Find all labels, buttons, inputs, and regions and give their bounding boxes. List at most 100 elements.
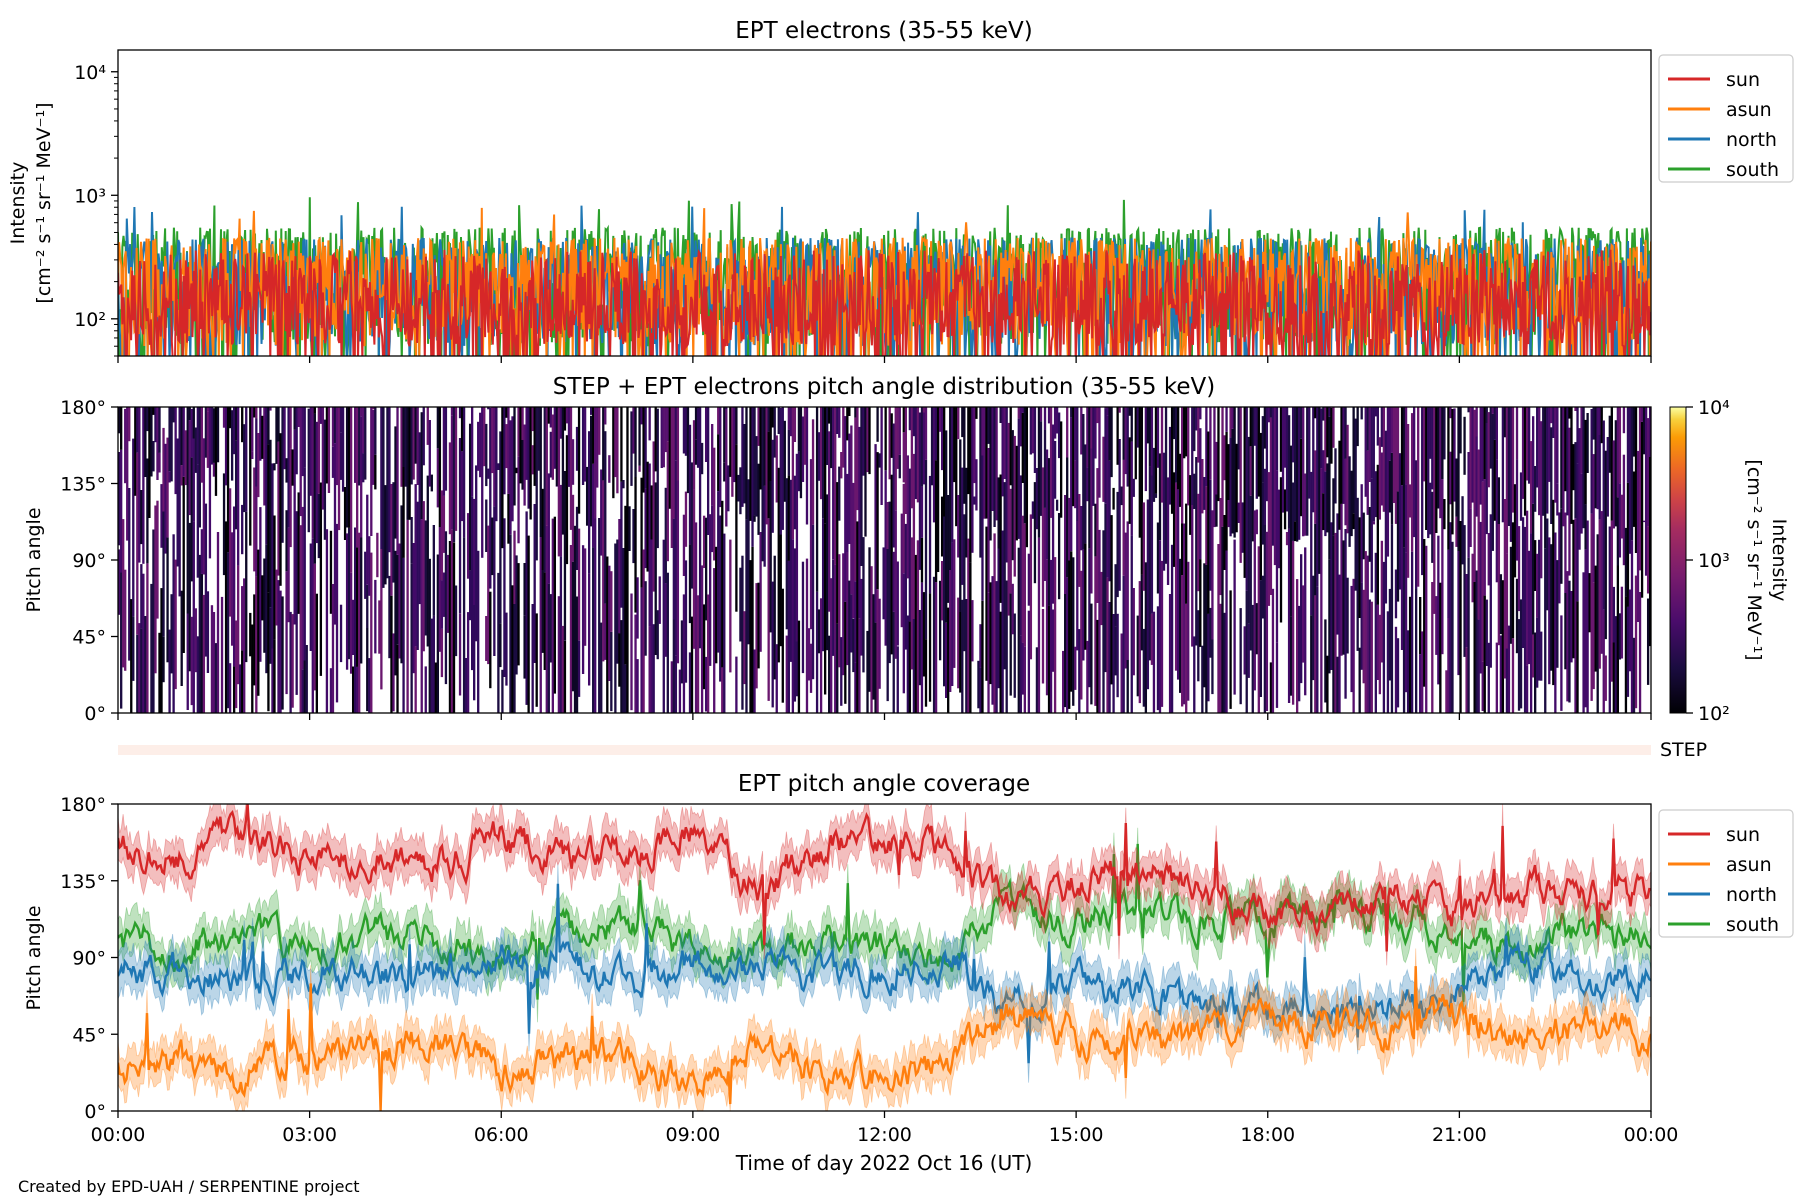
pad-heatmap-cell (1552, 407, 1555, 438)
pad-heatmap-cell (1308, 407, 1311, 499)
pad-heatmap-cell (569, 545, 573, 713)
coverage-x-tick-label: 09:00 (665, 1124, 720, 1146)
pad-heatmap-cell (993, 407, 996, 527)
pad-heatmap-cell (1128, 407, 1131, 416)
pad-heatmap-cell (1021, 412, 1024, 483)
pad-heatmap-cell (787, 407, 790, 430)
pad-heatmap-cell (1241, 502, 1244, 553)
pad-heatmap-cell (444, 407, 448, 491)
pad-heatmap-cell (834, 564, 837, 713)
pad-heatmap-cells (118, 407, 1651, 713)
pad-heatmap-cell (1300, 407, 1303, 439)
pad-heatmap-cell (1310, 471, 1313, 616)
pad-heatmap-cell (539, 407, 542, 537)
pad-heatmap-cell (1158, 540, 1162, 713)
pad-heatmap-cell (422, 407, 425, 466)
pad-heatmap-cell (735, 656, 738, 713)
pad-heatmap-cell (1350, 585, 1353, 693)
pad-heatmap-cell (1291, 482, 1295, 541)
pad-heatmap-cell (604, 603, 607, 660)
pad-heatmap-cell (267, 592, 270, 712)
pad-heatmap-cell (906, 615, 910, 713)
pad-heatmap-cell (866, 630, 869, 713)
intensity-ylabel-line1: Intensity (7, 162, 29, 245)
pad-heatmap-cell (1104, 503, 1107, 673)
pad-heatmap-cell (878, 453, 881, 468)
pad-heatmap-cell (1624, 596, 1628, 713)
pad-heatmap-cell (559, 484, 563, 557)
pad-heatmap-cell (928, 593, 932, 702)
pad-heatmap-cell (1120, 633, 1123, 713)
pad-heatmap-cell (686, 407, 690, 494)
pad-heatmap-cell (374, 579, 377, 654)
pad-heatmap-cell (979, 407, 982, 558)
pad-heatmap-cell (725, 407, 728, 409)
pad-heatmap-cell (577, 407, 581, 514)
pad-heatmap-cell (168, 629, 171, 713)
pad-heatmap-cell (329, 668, 333, 713)
pad-heatmap-cell (523, 615, 526, 679)
pad-heatmap-cell (1003, 407, 1006, 479)
pad-heatmap-cell (1604, 450, 1607, 640)
pad-heatmap-cell (150, 583, 153, 713)
pad-heatmap-cell (1011, 430, 1014, 561)
pad-heatmap-cell (1300, 554, 1303, 684)
pad-heatmap-cell (1084, 543, 1087, 650)
pad-heatmap-cell (1489, 514, 1492, 668)
pad-heatmap-cell (949, 570, 952, 692)
pad-heatmap-cell (1156, 606, 1160, 711)
pad-heatmap-cell (255, 418, 258, 487)
pad-heatmap-cell (592, 407, 595, 464)
pad-heatmap-cell (1338, 440, 1341, 530)
pad-heatmap-cell (656, 408, 659, 549)
pad-heatmap-cell (1193, 636, 1196, 713)
pad-heatmap-cell (132, 616, 135, 681)
pad-heatmap-cell (1110, 515, 1113, 685)
pad-heatmap-cell (987, 448, 990, 593)
pad-heatmap-cell (118, 407, 121, 434)
pad-heatmap-cell (313, 563, 316, 691)
pad-heatmap-cell (237, 565, 240, 685)
pad-heatmap-cell (1154, 493, 1158, 498)
coverage-y-tick-label: 90° (72, 948, 106, 970)
pad-heatmap-cell (571, 494, 575, 562)
coverage-xlabel: Time of day 2022 Oct 16 (UT) (735, 1151, 1033, 1175)
pad-heatmap-cell (840, 452, 843, 479)
pad-heatmap-cell (630, 411, 633, 486)
pad-heatmap-cell (797, 620, 801, 713)
pad-heatmap-cell (1285, 532, 1289, 546)
pad-heatmap-cell (906, 455, 910, 579)
pad-heatmap-cell (1515, 578, 1519, 654)
pad-heatmap-cell (1616, 497, 1620, 566)
pad-heatmap-cell (1304, 547, 1307, 696)
pad-heatmap-cell (1098, 529, 1101, 713)
pad-heatmap-cell (1540, 631, 1543, 681)
pad-heatmap-cell (1132, 588, 1135, 676)
pad-heatmap-cell (1451, 541, 1454, 713)
pad-heatmap-cell (416, 501, 419, 650)
pad-heatmap-cell (1475, 407, 1478, 437)
pad-heatmap-cell (136, 452, 139, 635)
pad-heatmap-cell (1487, 412, 1490, 488)
pad-heatmap-cell (271, 648, 274, 713)
pad-heatmap-cell (351, 599, 355, 655)
pad-heatmap-cell (815, 407, 819, 592)
pad-heatmap-cell (1295, 579, 1299, 713)
pad-heatmap-cell (1435, 407, 1438, 533)
pad-heatmap-cell (1392, 407, 1396, 503)
pad-heatmap-cell (1548, 537, 1551, 685)
pad-heatmap-cell (959, 612, 962, 693)
pad-heatmap-cell (1047, 605, 1051, 713)
pad-heatmap-cell (765, 407, 768, 525)
pad-heatmap-cell (1322, 407, 1325, 421)
pad-heatmap-cell (291, 614, 294, 708)
pad-heatmap-cell (682, 514, 686, 576)
pad-heatmap-cell (745, 407, 748, 520)
pad-heatmap-cell (158, 407, 161, 453)
pad-heatmap-cell (1582, 572, 1585, 713)
pad-heatmap-cell (1534, 632, 1537, 713)
pad-heatmap-cell (1259, 580, 1262, 697)
pad-heatmap-cell (1001, 407, 1004, 497)
pad-heatmap-cell (1402, 547, 1406, 713)
pad-heatmap-cell (380, 407, 383, 549)
